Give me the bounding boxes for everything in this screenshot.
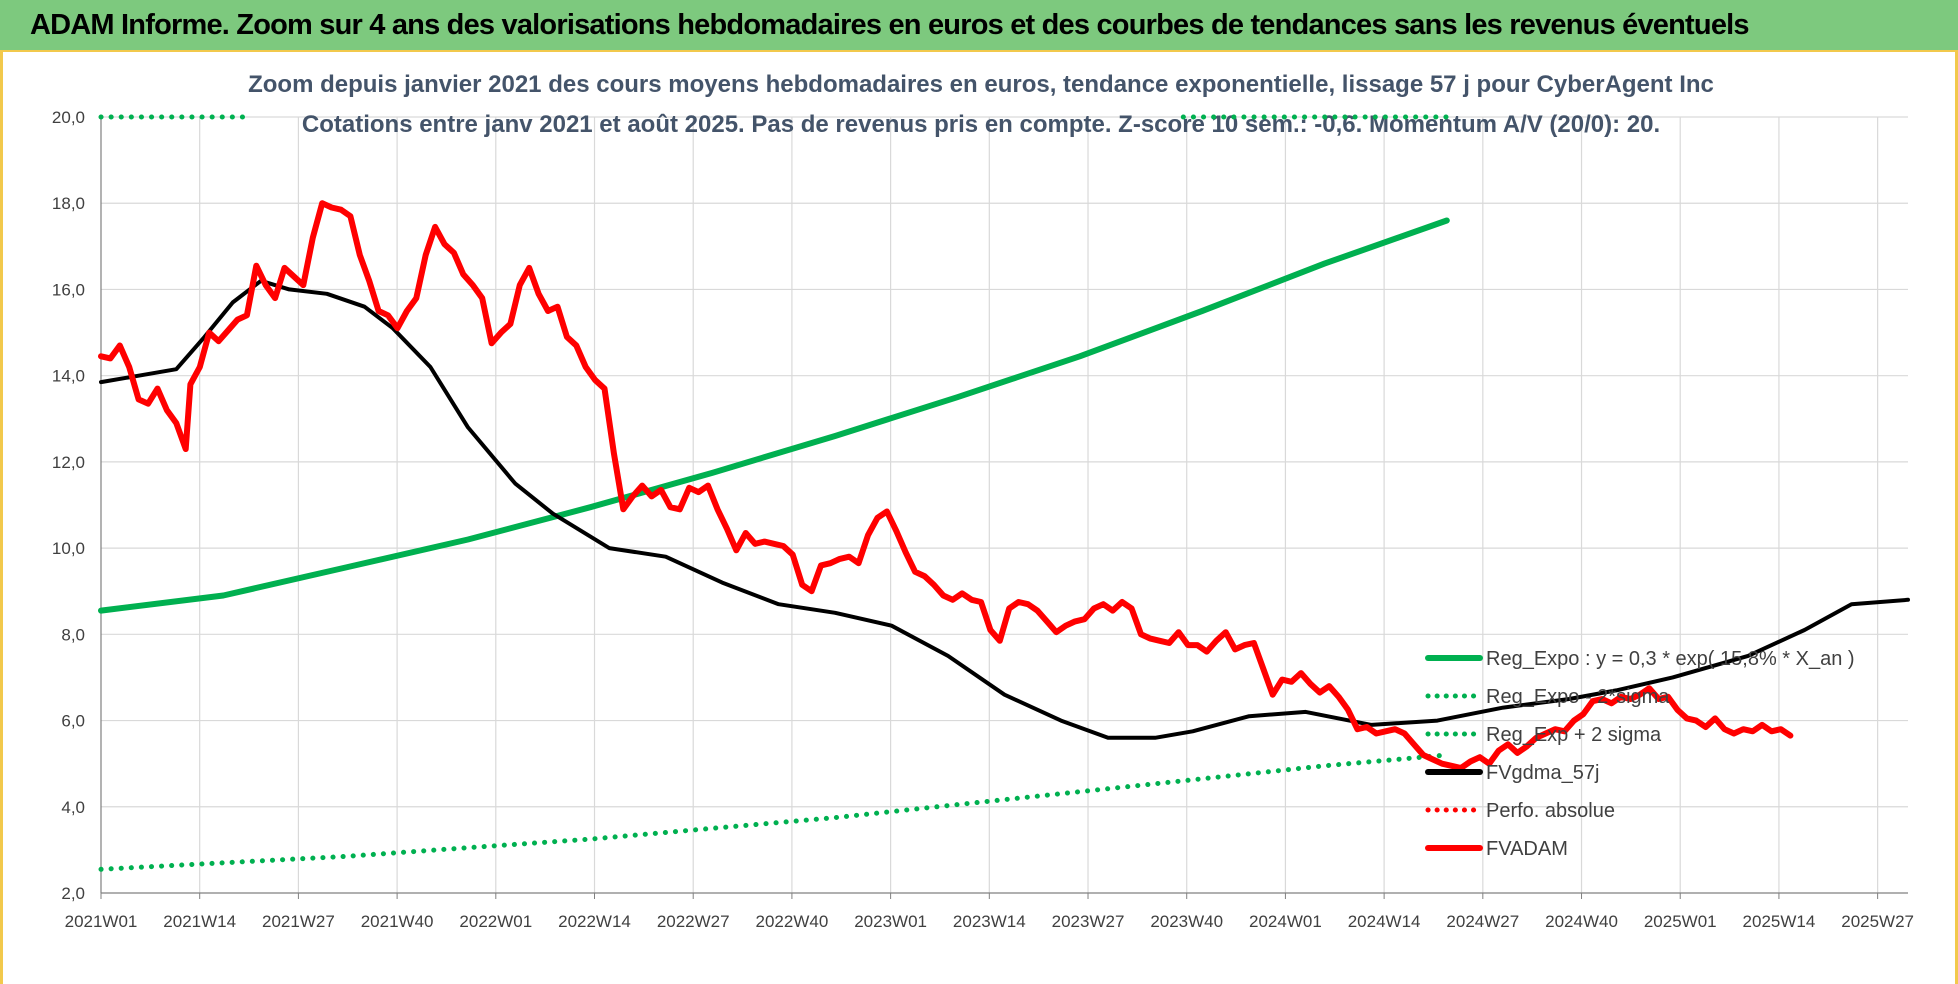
banner-title: ADAM Informe. Zoom sur 4 ans des valoris…: [30, 9, 1750, 41]
x-tick-label: 2022W01: [459, 912, 532, 931]
legend-label-1: Reg_Expo : y = 0,3 * exp( 15,8% * X_an ): [1486, 648, 1855, 670]
x-tick-label: 2021W27: [262, 912, 335, 931]
line-chart: 2,0 4,0 6,0 8,0 10,0 12,0 14,0 16,0 18,0 20,0 2021…: [52, 71, 1914, 931]
series-line-4: [99, 278, 1910, 740]
x-tick-label: 2024W40: [1545, 912, 1618, 931]
x-tick-label: 2024W27: [1446, 912, 1519, 931]
series-line-1: [98, 217, 1450, 614]
y-tick-label: 10,0: [52, 539, 85, 558]
axes: 2,0 4,0 6,0 8,0 10,0 12,0 14,0 16,0 18,0 20,0 2021…: [52, 108, 1914, 931]
y-tick-label: 20,0: [52, 108, 85, 127]
x-tick-label: 2022W40: [756, 912, 829, 931]
y-tick-label: 18,0: [52, 194, 85, 213]
y-tick-label: 16,0: [52, 280, 85, 299]
x-tick-label: 2024W14: [1348, 912, 1421, 931]
legend: Reg_Expo : y = 0,3 * exp( 15,8% * X_an )…: [1425, 648, 1855, 860]
x-tick-label: 2023W40: [1150, 912, 1223, 931]
legend-label-3: Reg_Exp + 2 sigma: [1486, 724, 1662, 746]
chart-title: Zoom depuis janvier 2021 des cours moyen…: [248, 71, 1714, 98]
x-tick-label: 2023W14: [953, 912, 1026, 931]
x-tick-label: 2021W01: [65, 912, 138, 931]
x-tick-label: 2022W14: [558, 912, 631, 931]
title-banner: ADAM Informe. Zoom sur 4 ans des valoris…: [0, 0, 1958, 52]
x-tick-label: 2021W14: [163, 912, 236, 931]
x-tick-label: 2025W14: [1743, 912, 1816, 931]
legend-label-2: Reg_Expo - 2*sigma: [1486, 686, 1670, 708]
series-line-2: [98, 752, 1450, 872]
x-tick-label: 2022W27: [657, 912, 730, 931]
x-tick-label: 2023W01: [854, 912, 927, 931]
legend-label-4: FVgdma_57j: [1486, 762, 1599, 784]
grid: [101, 116, 1908, 893]
legend-label-5: Perfo. absolue: [1486, 800, 1615, 822]
y-tick-label: 2,0: [61, 884, 85, 903]
y-tick-label: 14,0: [52, 367, 85, 386]
legend-label-6: FVADAM: [1486, 838, 1568, 860]
y-tick-label: 8,0: [61, 625, 85, 644]
x-tick-label: 2024W01: [1249, 912, 1322, 931]
chart-subtitle: Cotations entre janv 2021 et août 2025. …: [302, 111, 1660, 138]
chart-area: 2,0 4,0 6,0 8,0 10,0 12,0 14,0 16,0 18,0 20,0 2021…: [0, 52, 1958, 984]
y-tick-label: 4,0: [61, 798, 85, 817]
y-tick-label: 6,0: [61, 712, 85, 731]
y-tick-label: 12,0: [52, 453, 85, 472]
x-tick-label: 2025W27: [1841, 912, 1914, 931]
x-tick-label: 2025W01: [1644, 912, 1717, 931]
x-tick-label: 2021W40: [361, 912, 434, 931]
series: [98, 114, 1910, 872]
x-tick-label: 2023W27: [1052, 912, 1125, 931]
series-line-6: [98, 200, 1794, 771]
